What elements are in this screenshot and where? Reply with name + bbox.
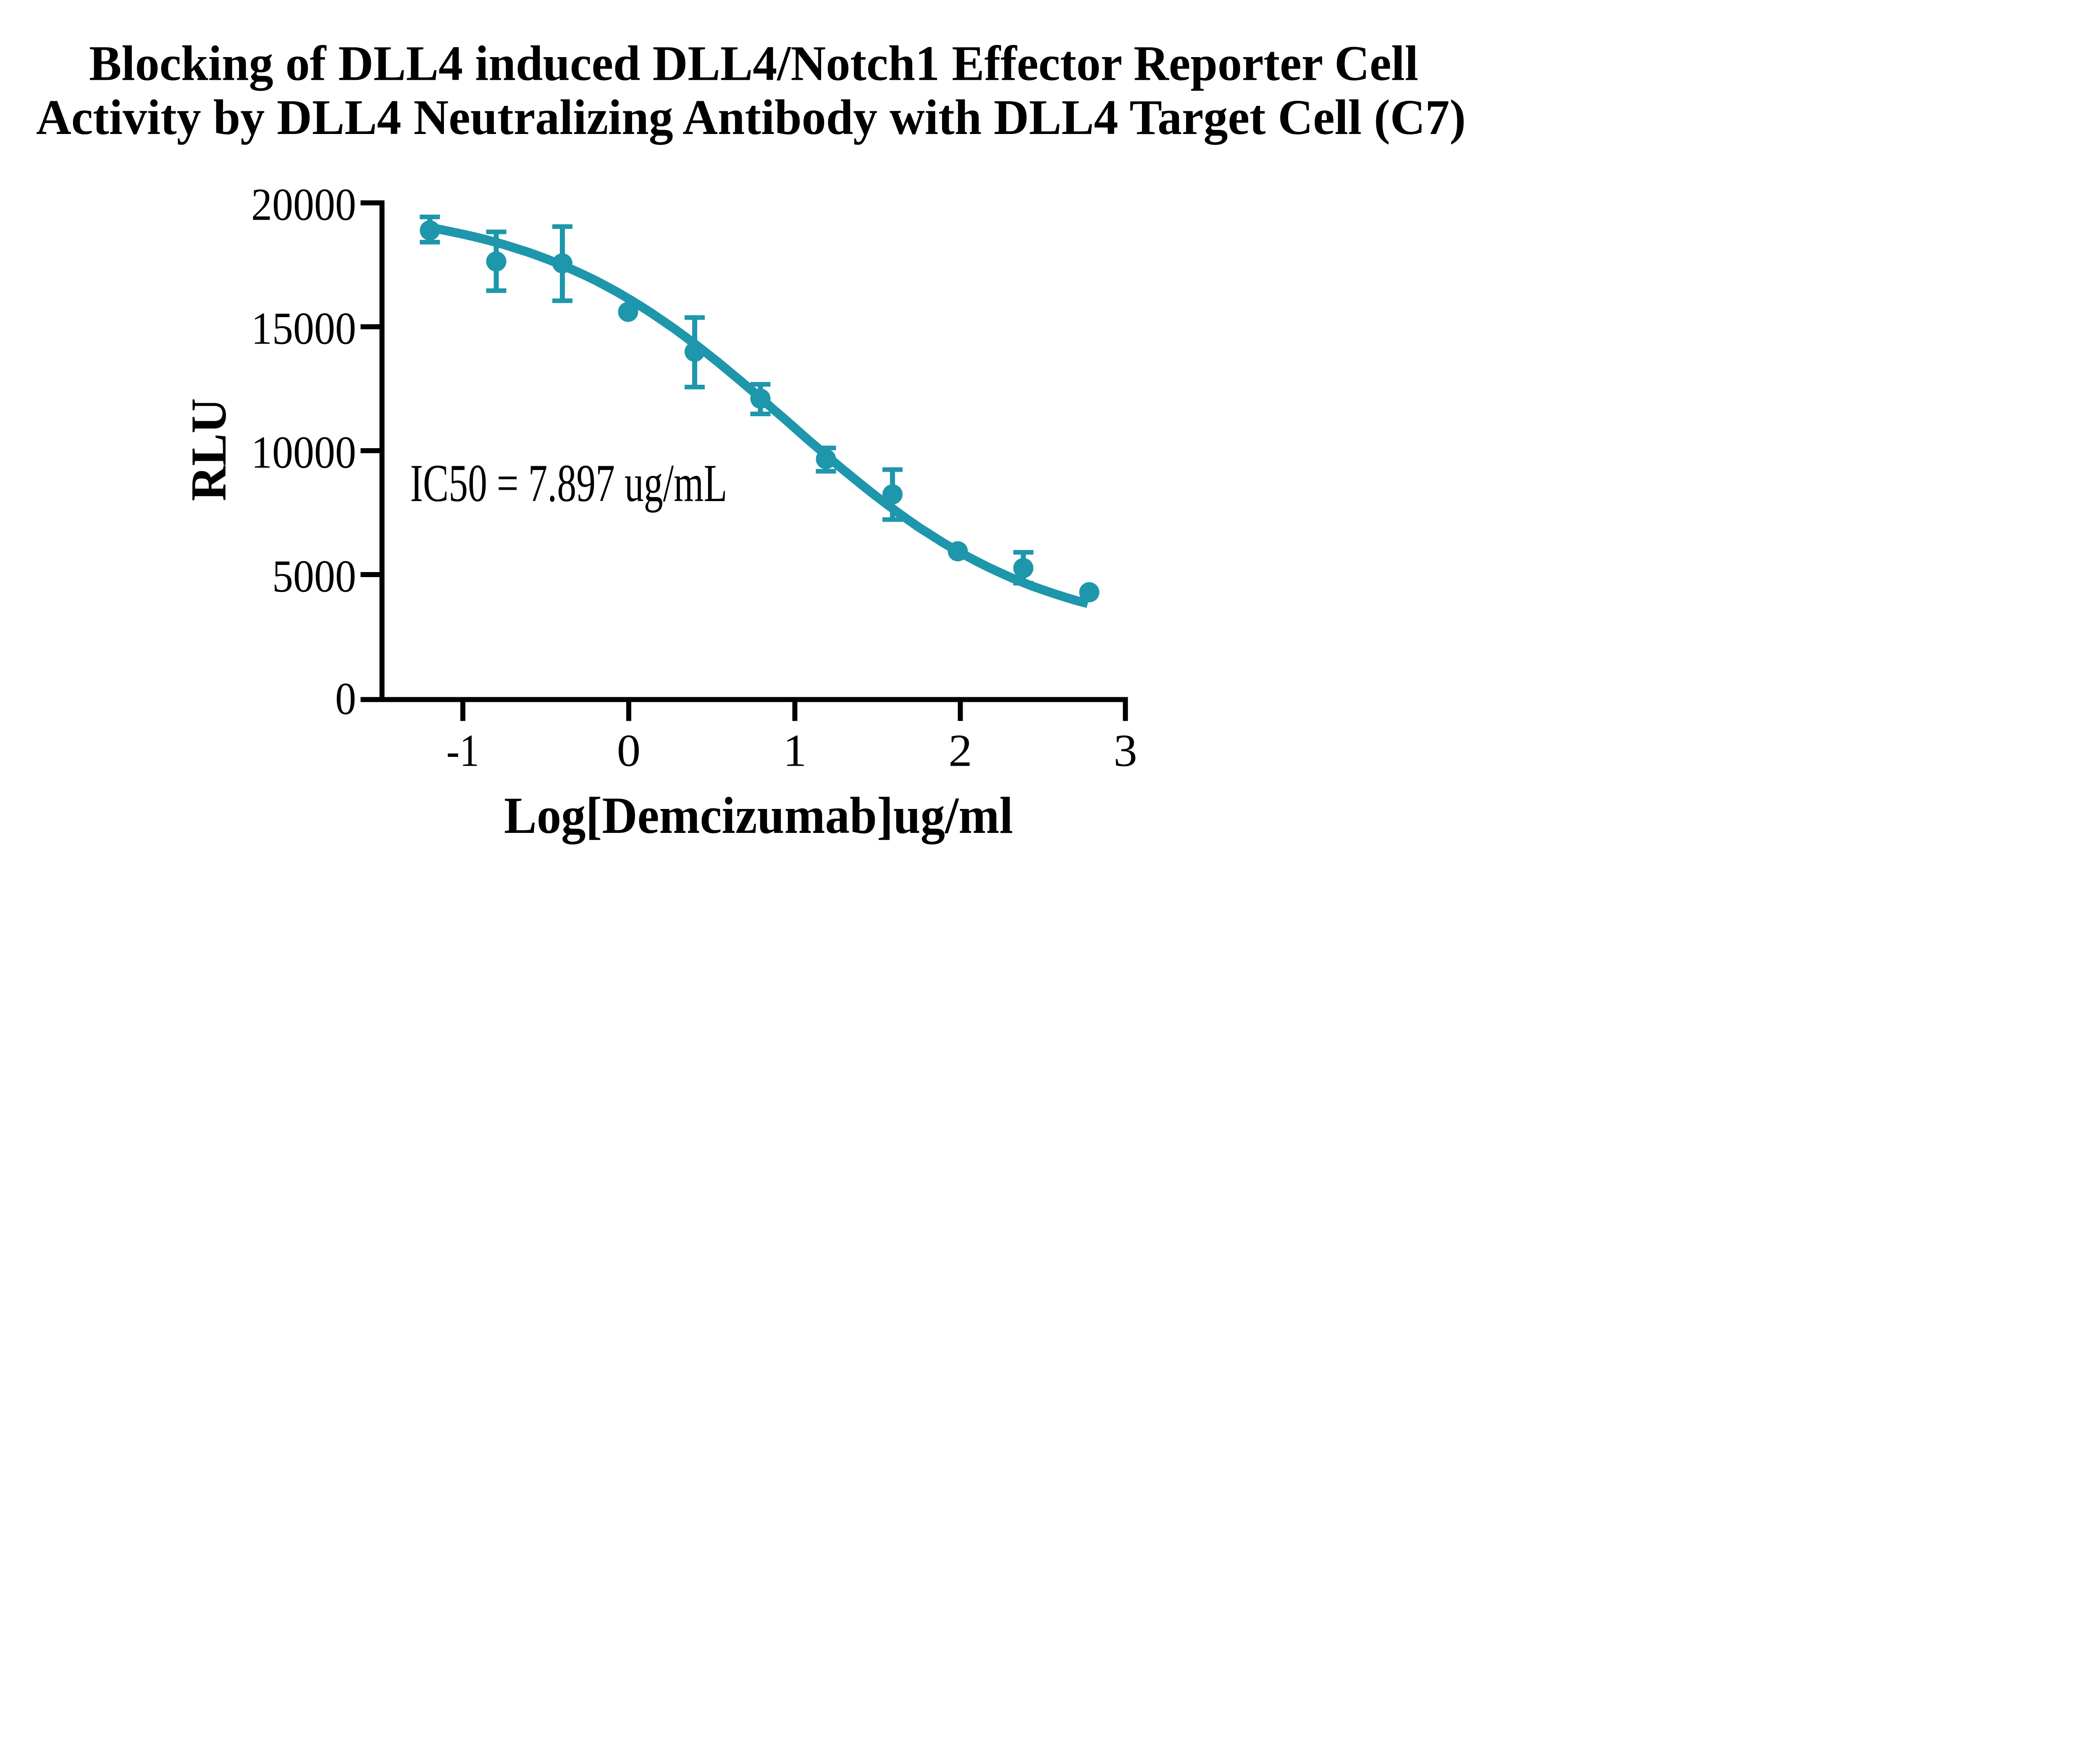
svg-text:15000: 15000 [251, 303, 356, 354]
svg-text:RLU: RLU [181, 398, 236, 501]
svg-text:-1: -1 [446, 725, 480, 776]
svg-text:1: 1 [783, 725, 807, 776]
svg-text:IC50 = 7.897 ug/mL: IC50 = 7.897 ug/mL [410, 453, 727, 513]
svg-text:2: 2 [948, 725, 972, 776]
svg-text:20000: 20000 [251, 179, 356, 230]
svg-text:3: 3 [1113, 725, 1137, 776]
svg-text:5000: 5000 [272, 551, 356, 602]
svg-text:0: 0 [335, 673, 356, 724]
svg-text:10000: 10000 [251, 427, 356, 478]
svg-text:Activity by DLL4 Neutralizing: Activity by DLL4 Neutralizing Antibody w… [36, 89, 1466, 145]
svg-text:Log[Demcizumab]ug/ml: Log[Demcizumab]ug/ml [504, 786, 1013, 845]
svg-text:0: 0 [617, 725, 641, 776]
svg-text:Blocking of DLL4 induced DLL4/: Blocking of DLL4 induced DLL4/Notch1 Eff… [89, 36, 1418, 91]
